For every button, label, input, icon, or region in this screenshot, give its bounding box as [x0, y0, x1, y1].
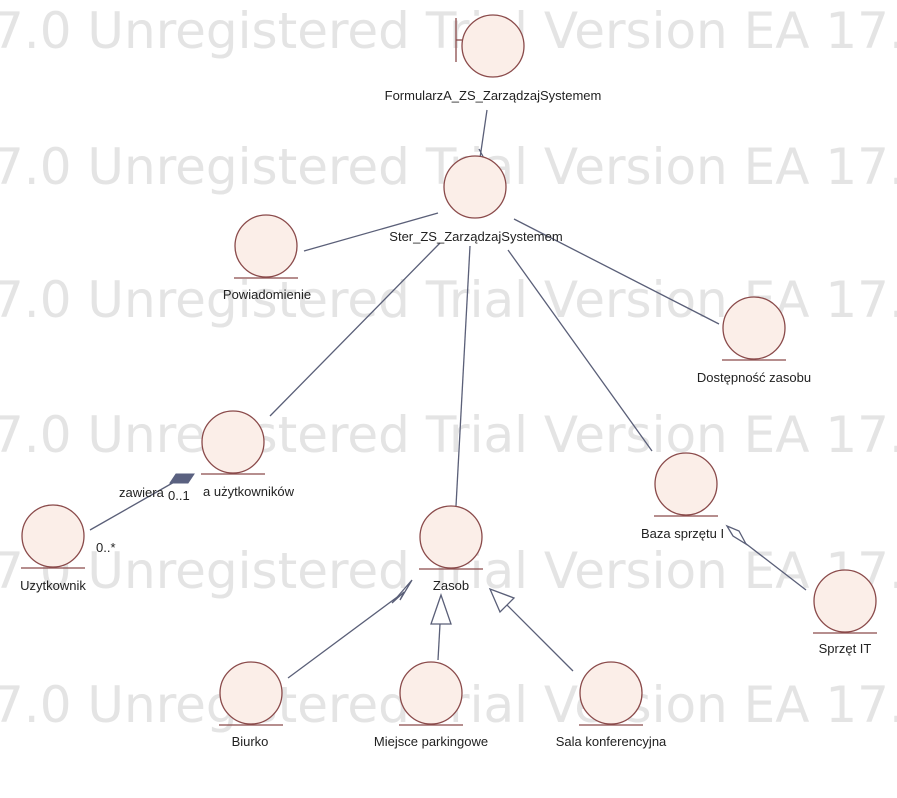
edge-baza-sprzet[interactable]	[744, 542, 807, 591]
edges-layer	[89, 109, 807, 679]
edge-ster-powiadomienie[interactable]	[303, 212, 439, 252]
entity-circle-icon	[219, 661, 283, 725]
entity-circle-icon	[201, 410, 265, 474]
node-formularz[interactable]: FormularzA_ZS_ZarządzajSystemem	[385, 14, 602, 103]
composition-diamond-icon	[169, 473, 195, 484]
node-baza[interactable]: Baza sprzętu I	[641, 452, 724, 541]
edge-label-zawiera: zawiera	[119, 485, 165, 500]
node-label: Powiadomienie	[223, 287, 311, 302]
node-label: Biurko	[232, 734, 269, 749]
edge-sala-zasob[interactable]	[502, 600, 574, 672]
node-label: Miejsce parkingowe	[374, 734, 488, 749]
node-label: Zasob	[433, 578, 469, 593]
edge-formularz-ster[interactable]	[479, 109, 488, 159]
entity-circle-icon	[399, 661, 463, 725]
entity-circle-icon	[654, 452, 718, 516]
control-circle-icon	[443, 155, 507, 219]
node-label: Sala konferencyjna	[556, 734, 667, 749]
entity-circle-icon	[419, 505, 483, 569]
boundary-circle-icon	[461, 14, 525, 78]
node-biurko[interactable]: Biurko	[219, 661, 283, 749]
entity-circle-icon	[579, 661, 643, 725]
generalization-arrow-icon	[430, 593, 452, 625]
edge-lista-uzytkownik[interactable]	[89, 480, 177, 531]
node-label: Baza sprzętu I	[641, 526, 724, 541]
node-lista[interactable]: a użytkowników	[201, 410, 295, 499]
watermark-text: 7.0 Unregistered Trial Version EA 17.0 U	[0, 2, 897, 60]
node-powiadomienie[interactable]: Powiadomienie	[223, 214, 311, 302]
generalization-arrow-icon	[488, 587, 516, 614]
multiplicity-label: 0..*	[96, 540, 116, 555]
entity-circle-icon	[722, 296, 786, 360]
node-sprzet[interactable]: Sprzęt IT	[813, 569, 877, 656]
edge-ster-zasob[interactable]	[455, 245, 471, 507]
entity-circle-icon	[813, 569, 877, 633]
edge-labels-layer: zawiera 0..1 0..*	[96, 485, 190, 555]
node-label: Sprzęt IT	[819, 641, 872, 656]
node-label: Uzytkownik	[20, 578, 86, 593]
multiplicity-label: 0..1	[168, 488, 190, 503]
node-label: FormularzA_ZS_ZarządzajSystemem	[385, 88, 602, 103]
generalization-arrow-icon	[391, 579, 413, 604]
markers-layer	[169, 148, 748, 625]
node-ster[interactable]: Ster_ZS_ZarządzajSystemem	[389, 155, 563, 244]
node-label: Ster_ZS_ZarządzajSystemem	[389, 229, 562, 244]
node-label: Dostępność zasobu	[697, 370, 811, 385]
edge-ster-baza[interactable]	[507, 249, 653, 452]
edge-biurko-zasob[interactable]	[287, 591, 405, 679]
node-sala[interactable]: Sala konferencyjna	[556, 661, 667, 749]
edge-ster-dostepnosc[interactable]	[513, 218, 720, 325]
node-label: a użytkowników	[203, 484, 295, 499]
watermark-text: 7.0 Unregistered Trial Version EA 17.0 U	[0, 406, 897, 464]
node-dostepnosc[interactable]: Dostępność zasobu	[697, 296, 811, 385]
entity-circle-icon	[21, 504, 85, 568]
aggregation-diamond-icon	[725, 524, 748, 546]
edge-ster-lista[interactable]	[269, 242, 441, 417]
node-miejsce[interactable]: Miejsce parkingowe	[374, 661, 488, 749]
node-zasob[interactable]: Zasob	[419, 505, 483, 593]
entity-circle-icon	[234, 214, 298, 278]
node-uzytkownik[interactable]: Uzytkownik	[20, 504, 86, 593]
